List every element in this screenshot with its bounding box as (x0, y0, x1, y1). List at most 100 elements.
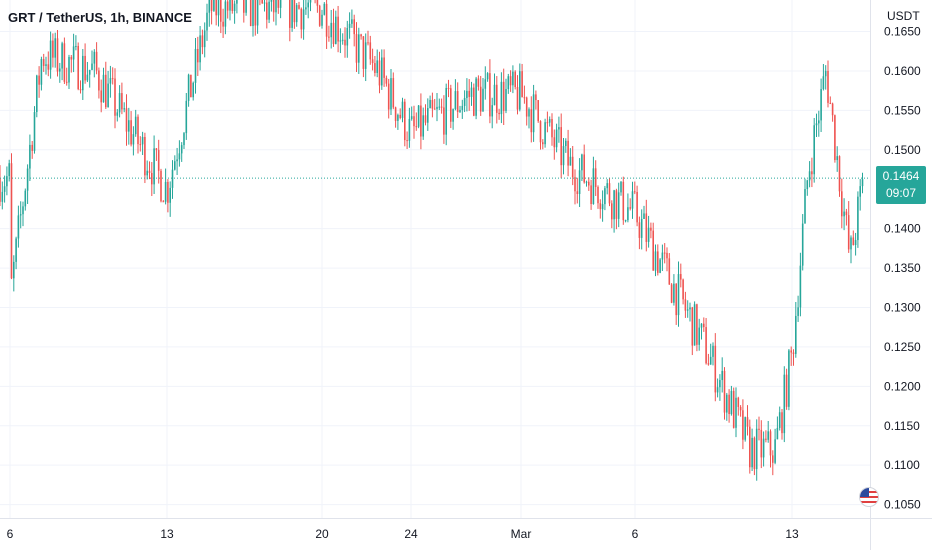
candle-body (735, 397, 737, 428)
candle-body (31, 144, 33, 151)
candle-down (413, 105, 415, 139)
candle-body (3, 186, 6, 192)
candle-up (309, 0, 312, 12)
candle-down (31, 141, 33, 159)
candles[interactable] (0, 0, 864, 481)
candle-down (753, 436, 756, 476)
time-tick-label: Mar (511, 527, 532, 541)
candle-body (226, 1, 229, 11)
candle-body (571, 156, 574, 178)
candle-body (243, 0, 245, 13)
candle-body (445, 87, 447, 135)
time-scale[interactable]: 6 13 20 24 Mar 6 13 (7, 527, 799, 541)
candle-down (65, 67, 68, 86)
candle-down (502, 68, 505, 126)
candle-body (788, 350, 790, 407)
candle-body (164, 181, 167, 202)
candle-body (479, 86, 482, 112)
candle-down (63, 37, 66, 85)
candle-up (346, 20, 349, 58)
candle-down (792, 349, 795, 366)
candle-body (86, 74, 89, 81)
candle-body (606, 183, 608, 189)
candle-body (629, 207, 631, 209)
candle-body (197, 48, 199, 63)
candle-body (696, 304, 698, 345)
candle-body (231, 0, 234, 12)
candle-down (758, 416, 760, 441)
candle-body (769, 431, 772, 456)
candle-down (535, 90, 537, 110)
candle-body (293, 0, 296, 23)
candle-up (171, 160, 174, 199)
candle-body (765, 438, 767, 440)
us-flag-icon[interactable] (859, 487, 879, 507)
candle-up (3, 175, 6, 203)
candle-up (45, 56, 47, 75)
candle-body (477, 78, 480, 87)
candle-up (252, 0, 254, 37)
candle-down (663, 243, 666, 264)
candle-down (551, 113, 553, 146)
candle-body (698, 327, 700, 345)
candle-body (749, 426, 751, 468)
candle-body (192, 82, 194, 98)
candle-up (169, 181, 171, 217)
candle-body (565, 140, 567, 147)
candle-down (838, 155, 841, 197)
candle-up (631, 181, 634, 219)
candle-body (703, 323, 705, 328)
candle-down (742, 399, 744, 450)
candle-body (463, 98, 466, 106)
candle-up (617, 182, 620, 228)
candle-down (289, 0, 291, 42)
candle-up (813, 117, 815, 183)
candle-up (438, 98, 441, 111)
candle-up (774, 428, 776, 465)
candle-down (114, 68, 116, 129)
candle-body (509, 76, 512, 86)
candle-up (475, 76, 477, 120)
candle-body (581, 154, 583, 171)
candle-body (49, 40, 52, 70)
candle-down (298, 1, 300, 10)
candle-up (174, 155, 176, 171)
candle-body (390, 78, 392, 110)
candle-body (590, 185, 592, 204)
candle-body (180, 145, 183, 154)
candle-body (808, 171, 811, 181)
candle-body (811, 171, 813, 175)
candle-up (854, 232, 857, 256)
candle-body (394, 107, 397, 121)
candle-body (134, 116, 137, 135)
candle-body (220, 0, 222, 22)
candle-up (836, 146, 838, 172)
candle-down (723, 367, 726, 420)
candle-body (298, 5, 300, 9)
candle-body (751, 437, 753, 468)
candle-body (424, 115, 427, 123)
candle-body (822, 76, 825, 90)
candle-down (367, 30, 369, 46)
candle-body (834, 115, 836, 161)
candle-body (781, 412, 783, 434)
candle-body (203, 30, 206, 48)
candle-body (277, 0, 280, 8)
candle-down (473, 83, 475, 117)
candle-body (617, 192, 620, 219)
candle-down (615, 188, 618, 230)
candle-body (8, 163, 10, 177)
candle-body (762, 438, 765, 458)
candle-body (836, 156, 838, 161)
candle-body (364, 42, 367, 69)
candle-body (758, 428, 760, 430)
candle-up (24, 188, 27, 211)
candle-body (450, 88, 452, 122)
candle-up (15, 236, 17, 270)
candle-down (834, 114, 836, 163)
price-scale[interactable]: USDT 0.1650 0.1600 0.1550 0.1500 0.1400 0.1350… (884, 9, 921, 512)
candle-body (72, 46, 75, 60)
candle-up (843, 198, 845, 231)
